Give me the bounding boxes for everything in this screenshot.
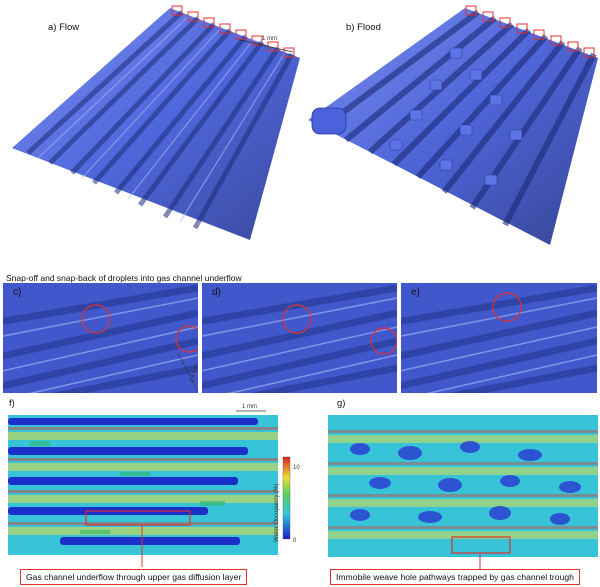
panel-b-label: b) Flood [346,22,381,33]
panel-c: 0.4 mm c) [3,283,198,393]
caption-g: Immobile weave hole pathways trapped by … [330,569,580,585]
highlight-circle [81,304,111,334]
panel-g: g) Immobile weave hole pathways trapped … [300,397,600,587]
panel-d-label: d) [212,287,221,298]
panel-e-label: e) [411,287,420,298]
occupancy-map-g [328,415,598,569]
panel-c-label: c) [13,287,22,298]
scale-bar-bottom-label: 1 mm [242,404,257,410]
highlight-box [85,510,191,526]
colorbar-min: 0 [293,538,297,544]
panel-g-label: g) [337,398,346,409]
caption-f: Gas channel underflow through upper gas … [20,569,248,585]
highlight-circle [492,292,522,322]
panel-b-flood: b) Flood [300,0,600,255]
render-flow: 1 mm [12,5,300,240]
scale-bar-middle [177,352,198,392]
scale-bar-top-label: 1 mm [262,36,277,42]
section-title: Snap-off and snap-back of droplets into … [6,273,242,283]
scale-bar-middle-label: 0.4 mm [189,363,198,384]
panel-a-label: a) Flow [48,22,80,33]
highlight-circle [175,325,198,353]
occupancy-map-f: 1 mm 100 0 Water Occupancy (%) [8,404,300,567]
panel-a-flow: 1 mm a) Flow [0,0,300,255]
colorbar [282,456,291,540]
render-c: 0.4 mm [3,283,198,393]
panel-f: 1 mm 100 0 Water Occupancy (%) f) Gas ch… [0,397,300,587]
highlight-box [451,536,511,554]
colorbar-title: Water Occupancy (%) [274,484,280,542]
highlight-circle [282,304,312,334]
highlight-circle [370,327,397,355]
panel-e: e) [401,283,597,393]
panel-f-label: f) [9,398,15,409]
scale-bar-top [239,39,294,53]
render-d [202,283,397,393]
colorbar-max: 100 [293,465,300,471]
render-e [401,283,597,393]
panel-d: d) [202,283,397,393]
render-flood [308,5,598,245]
